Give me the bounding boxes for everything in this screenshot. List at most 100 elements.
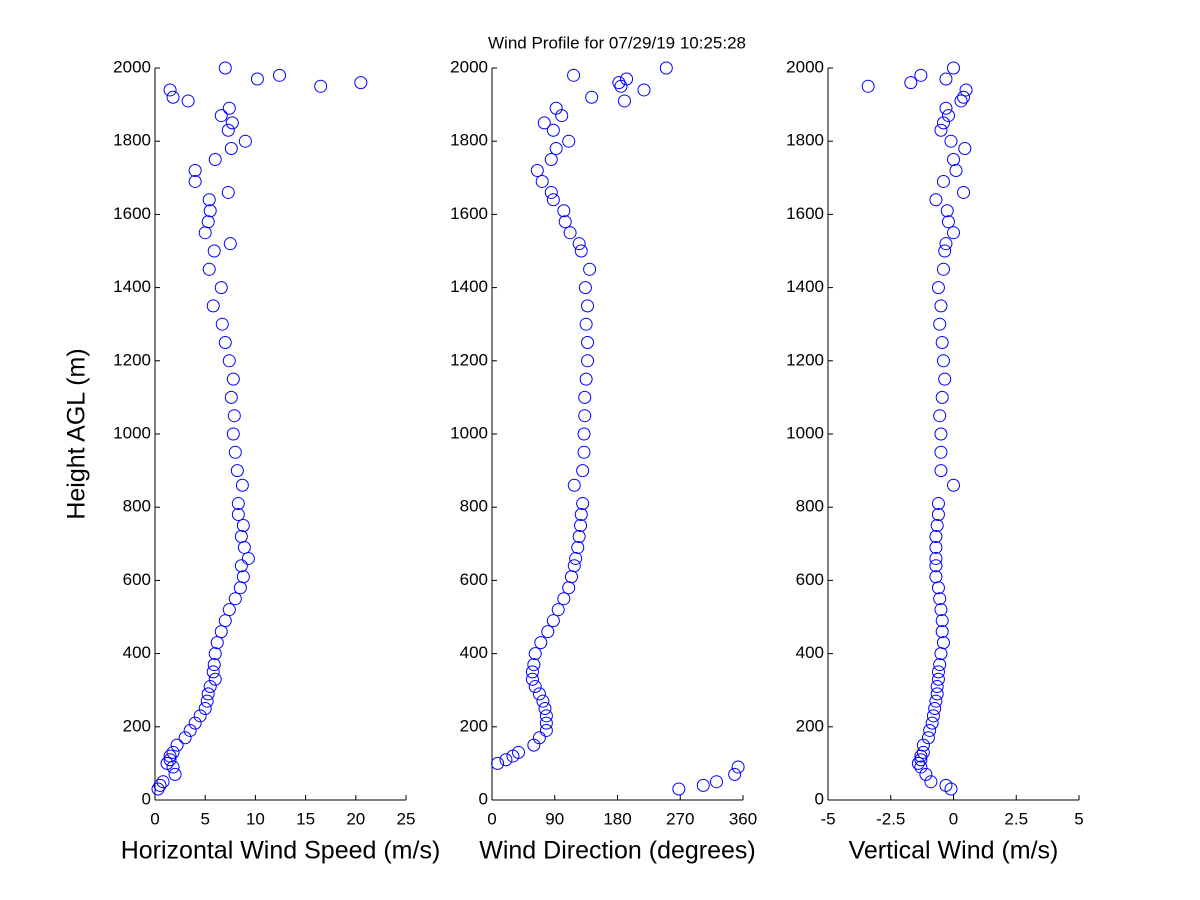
- point: [954, 94, 968, 108]
- point: [163, 749, 177, 763]
- y-tick-label: 1800: [450, 131, 488, 150]
- point: [931, 665, 945, 679]
- point: [577, 427, 591, 441]
- y-tick-label: 1200: [786, 350, 824, 369]
- point: [558, 215, 572, 229]
- y-tick-label: 400: [796, 643, 824, 662]
- point: [234, 559, 248, 573]
- point: [637, 83, 651, 97]
- point: [201, 687, 215, 701]
- point: [563, 226, 577, 240]
- point: [934, 647, 948, 661]
- y-tick-label: 1400: [450, 277, 488, 296]
- y-tick-label: 800: [460, 497, 488, 516]
- point: [916, 738, 930, 752]
- point: [904, 76, 918, 90]
- point: [227, 409, 241, 423]
- point: [923, 723, 937, 737]
- point: [933, 658, 947, 672]
- y-tick-label: 600: [123, 570, 151, 589]
- point: [208, 647, 222, 661]
- point: [532, 731, 546, 745]
- y-tick-label: 800: [123, 497, 151, 516]
- point: [567, 559, 581, 573]
- point: [222, 101, 236, 115]
- point: [181, 94, 195, 108]
- point: [535, 174, 549, 188]
- point: [546, 193, 560, 207]
- point: [188, 174, 202, 188]
- point: [534, 636, 548, 650]
- subplot: 0 200 400 600 800 1000 1200 1400 1600 1800 2000 -5 -…: [786, 57, 1084, 864]
- point: [238, 134, 252, 148]
- point: [933, 317, 947, 331]
- point: [914, 68, 928, 82]
- point: [581, 299, 595, 313]
- y-tick-label: 600: [796, 570, 824, 589]
- y-tick-label: 1400: [113, 277, 151, 296]
- point: [198, 702, 212, 715]
- point: [231, 497, 245, 511]
- point: [617, 94, 631, 108]
- point: [166, 90, 180, 104]
- point: [525, 665, 539, 679]
- x-tick-label: 20: [346, 809, 365, 828]
- subplot: 0 200 400 600 800 1000 1200 1400 1600 1800 2000 0 5 1…: [63, 57, 441, 864]
- point: [224, 390, 238, 404]
- point: [202, 193, 216, 207]
- point: [933, 592, 947, 606]
- point: [206, 299, 220, 313]
- point: [926, 709, 940, 723]
- point: [163, 83, 177, 97]
- point: [947, 226, 960, 240]
- x-tick-label: 15: [296, 809, 315, 828]
- x-tick-label: 0: [949, 809, 958, 828]
- point: [567, 68, 581, 82]
- point: [578, 281, 592, 295]
- point: [579, 372, 593, 386]
- x-tick-label: -2.5: [876, 809, 905, 828]
- x-tick-label: 0: [487, 809, 496, 828]
- y-tick-label: 2000: [450, 57, 488, 76]
- y-tick-label: 1000: [450, 423, 488, 442]
- point: [198, 226, 212, 240]
- point: [577, 445, 591, 459]
- point: [166, 745, 180, 759]
- y-tick-label: 2000: [113, 57, 151, 76]
- point: [571, 540, 585, 554]
- point: [228, 592, 242, 606]
- x-tick-label: 2.5: [1004, 809, 1028, 828]
- point: [936, 262, 950, 276]
- point: [925, 716, 939, 730]
- point: [958, 142, 972, 156]
- point: [511, 745, 525, 759]
- point: [930, 519, 944, 532]
- point: [536, 694, 550, 708]
- point: [250, 72, 264, 86]
- point: [230, 464, 244, 478]
- y-tick-label: 0: [815, 789, 824, 808]
- point: [551, 603, 565, 617]
- point: [959, 83, 973, 97]
- x-tick-label: -5: [820, 809, 835, 828]
- point: [578, 390, 592, 404]
- point: [911, 756, 925, 770]
- point: [207, 658, 221, 672]
- point: [934, 427, 948, 441]
- point: [939, 778, 953, 792]
- point: [939, 101, 953, 115]
- point: [934, 464, 948, 478]
- point: [944, 134, 958, 148]
- y-tick-label: 1800: [113, 131, 151, 150]
- y-tick-label: 1000: [786, 423, 824, 442]
- subplot: 0 200 400 600 800 1000 1200 1400 1600 1800 2000 0 90…: [450, 57, 757, 864]
- point: [710, 775, 724, 789]
- point: [574, 244, 588, 258]
- point: [541, 625, 555, 639]
- y-tick-label: 200: [460, 716, 488, 735]
- point: [178, 731, 192, 745]
- point: [528, 647, 542, 661]
- y-tick-label: 800: [796, 497, 824, 516]
- x-tick-label: 10: [246, 809, 265, 828]
- x-tick-label: 5: [200, 809, 209, 828]
